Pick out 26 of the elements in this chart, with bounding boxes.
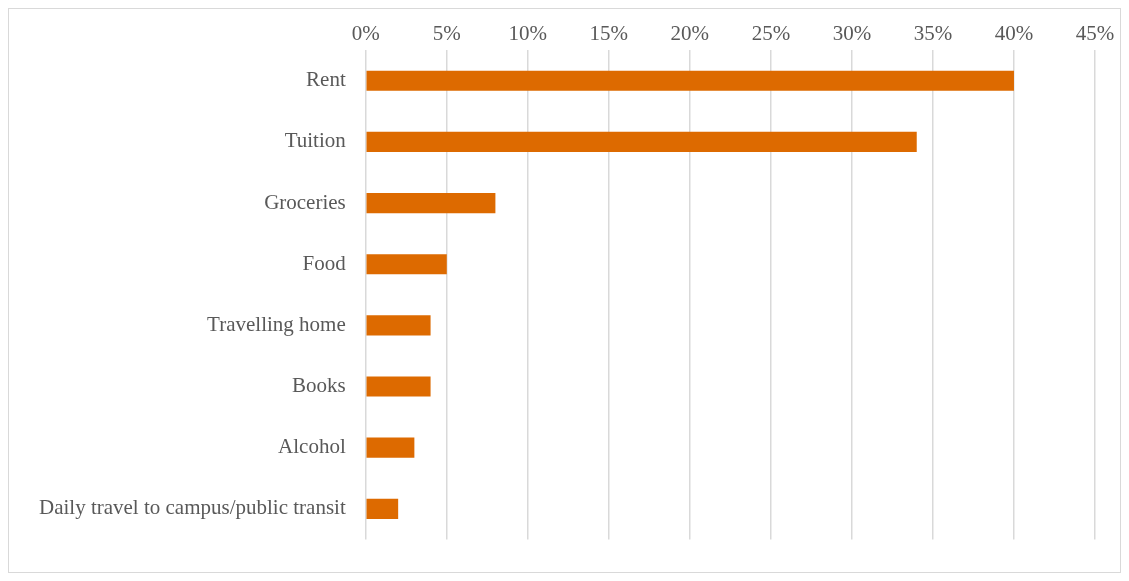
bar [366,192,496,214]
x-tick-label: 20% [670,21,710,46]
x-tick-label: 35% [913,21,953,46]
x-tick-label: 40% [994,21,1034,46]
y-tick-label: Groceries [264,189,346,214]
x-tick-label: 15% [589,21,629,46]
y-tick-label: Alcohol [278,434,346,459]
x-tick-label: 10% [508,21,548,46]
y-tick-label: Rent [306,67,346,92]
bar [366,70,1014,91]
x-tick-label: 30% [832,21,872,46]
bar [366,376,431,397]
y-tick-label: Food [302,250,347,275]
y-tick-label: Tuition [284,128,347,153]
x-tick-label: 45% [1075,21,1115,46]
bar [366,315,431,336]
bar [366,437,415,458]
x-tick-label: 5% [432,21,461,46]
bar [366,498,399,519]
y-tick-label: Books [292,373,346,398]
y-tick-label: Daily travel to campus/public transit [38,495,346,520]
x-tick-label: 0% [351,21,380,46]
bar [366,254,447,275]
x-tick-label: 25% [751,21,791,46]
bar [366,131,917,153]
y-tick-label: Travelling home [207,311,346,336]
